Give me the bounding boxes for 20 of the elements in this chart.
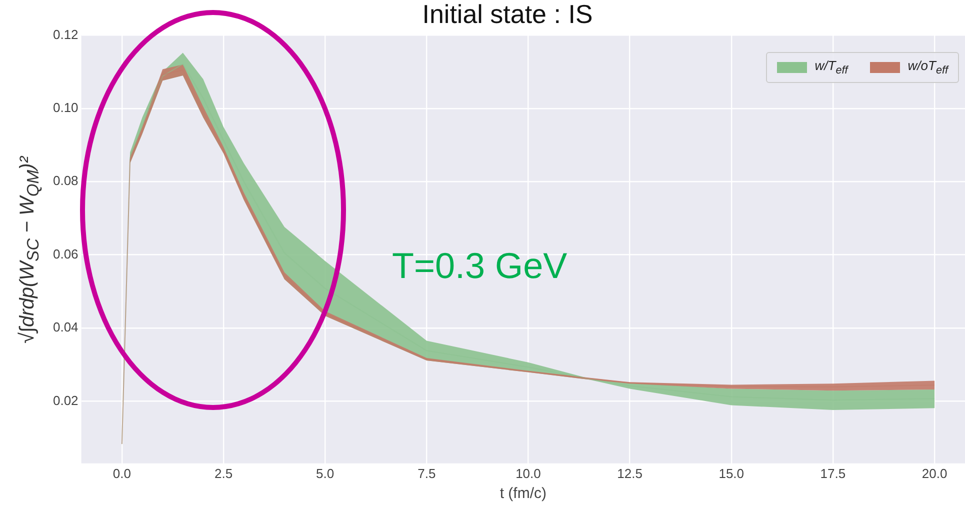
x-tick-label: 0.0 (112, 466, 131, 481)
x-tick-label: 17.5 (820, 466, 846, 481)
y-tick-label: 0.06 (52, 246, 78, 262)
y-tick-label: 0.12 (52, 26, 78, 42)
legend-label: w/T$_{eff}$ (814, 58, 848, 77)
x-tick-label: 2.5 (214, 466, 233, 481)
x-tick-label: 12.5 (617, 466, 642, 481)
annotation: T=0.3 GeV (392, 245, 568, 287)
y-tick-label: 0.02 (52, 392, 78, 408)
legend-label: w/oT$_{eff}$ (908, 58, 948, 77)
x-tick-label: 15.0 (718, 466, 744, 481)
x-axis-title: t (fm/c) (500, 485, 546, 502)
y-tick-label: 0.04 (52, 320, 78, 335)
y-tick-label: 0.10 (52, 100, 78, 115)
chart-title: Initial state : IS (422, 0, 593, 29)
x-tick-label: 5.0 (316, 466, 334, 481)
x-tick-label: 7.5 (418, 466, 436, 481)
x-tick-label: 10.0 (516, 466, 541, 481)
y-tick-label: 0.08 (52, 173, 78, 188)
x-tick-label: 20.0 (922, 466, 948, 481)
